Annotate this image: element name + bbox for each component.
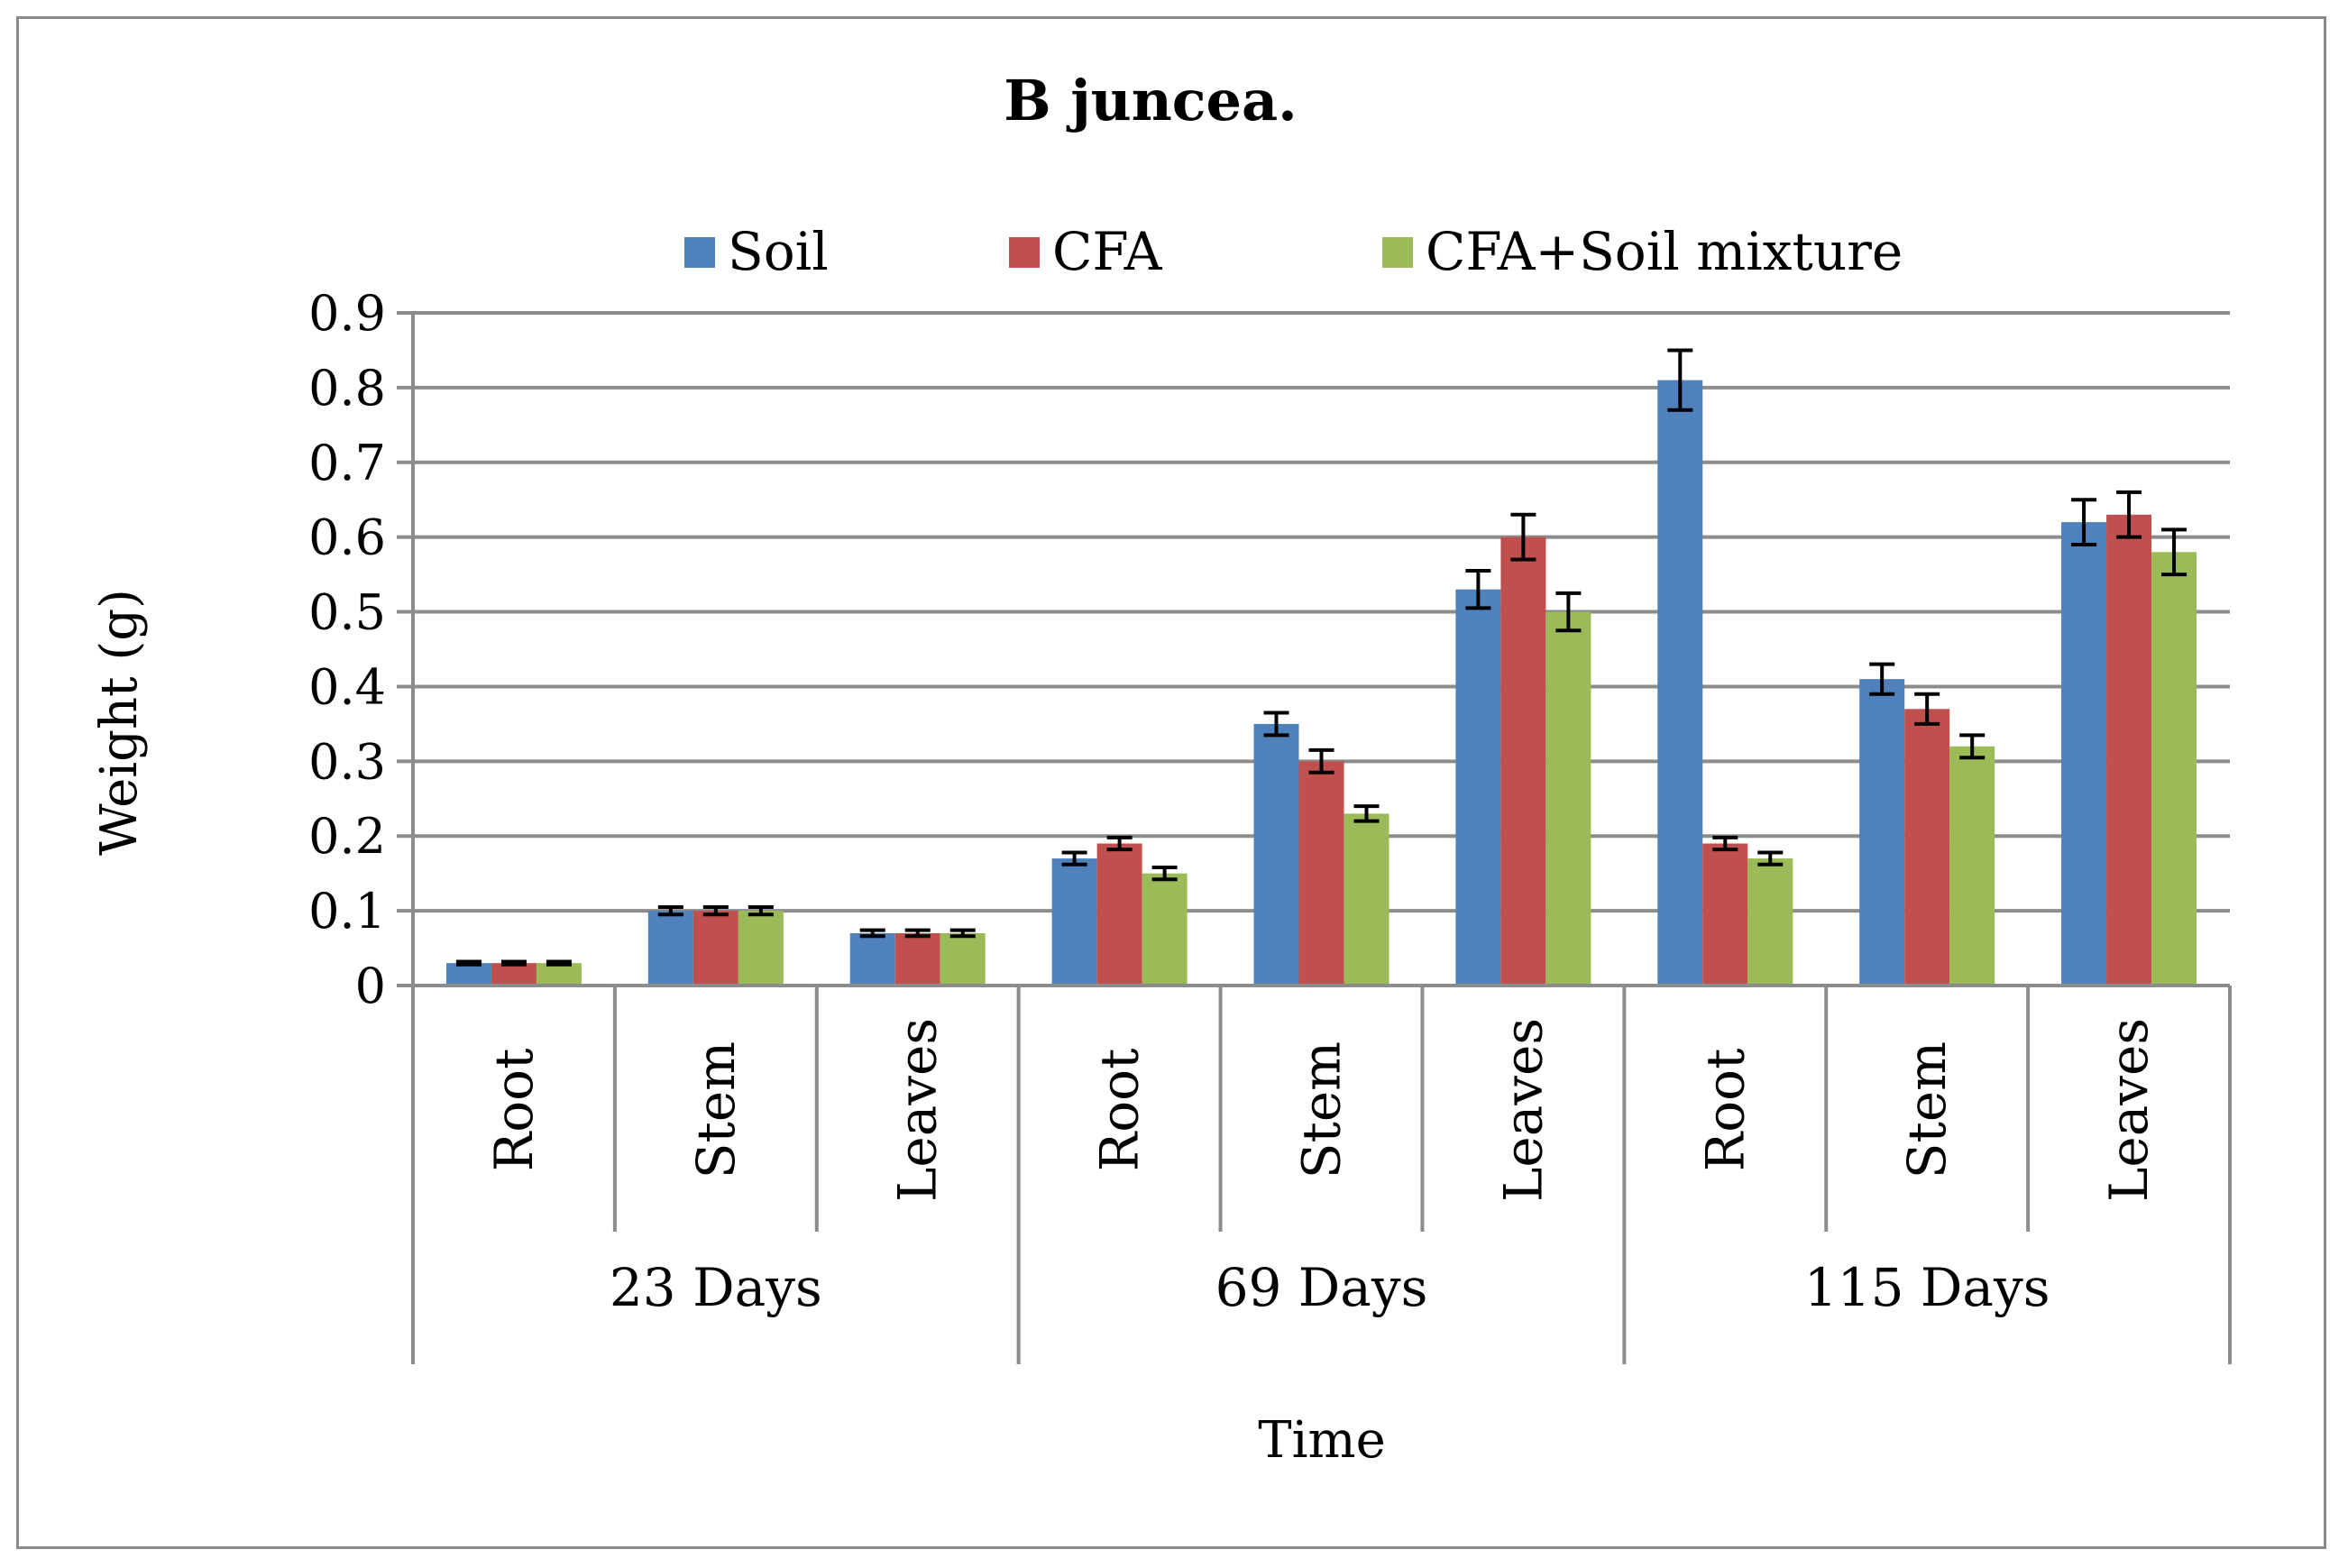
category-label: Root (483, 1049, 545, 1172)
y-tick-label: 0.3 (308, 733, 386, 790)
legend-label-soil: Soil (728, 221, 829, 282)
category-label: Root (1089, 1049, 1151, 1172)
y-tick-label: 0.4 (308, 658, 386, 715)
bar-cfa (1904, 709, 1950, 986)
category-label: Leaves (2098, 1018, 2160, 1202)
bars (445, 380, 2197, 986)
bar-cfa-soil-mixture (1545, 611, 1591, 986)
legend-label-cfa: CFA (1052, 221, 1163, 282)
bar-soil (1455, 589, 1501, 986)
x-axis-title: Time (1258, 1411, 1386, 1470)
legend-label-cfa-soil-mixture: CFA+Soil mixture (1426, 221, 1903, 282)
y-tick-label: 0.7 (308, 435, 386, 491)
bar-chart: B juncea. Soil CFA CFA+Soil mixture 0 0.1 0.… (90, 68, 2232, 1470)
y-tick-label: 0.6 (308, 509, 386, 566)
bar-cfa-soil-mixture (2151, 552, 2197, 986)
bar-soil (2061, 522, 2107, 986)
category-label: Root (1694, 1049, 1756, 1172)
bar-cfa-soil-mixture (1949, 746, 1995, 986)
bar-cfa-soil-mixture (536, 963, 582, 986)
y-axis-title: Weight (g) (90, 589, 149, 856)
error-bars (455, 348, 2187, 967)
bar-cfa (2106, 514, 2152, 986)
y-tick-label: 0.8 (308, 360, 386, 417)
category-label: Leaves (887, 1018, 949, 1202)
bar-soil (849, 932, 895, 986)
y-tick-label: 0 (355, 958, 386, 1014)
bar-cfa-soil-mixture (1747, 858, 1793, 986)
bar-cfa (1298, 761, 1344, 986)
legend-swatch-cfa (1009, 237, 1040, 268)
category-label: Stem (685, 1041, 747, 1178)
gridlines (413, 311, 2230, 913)
y-tick-label: 0.1 (308, 883, 386, 940)
chart-frame: B juncea. Soil CFA CFA+Soil mixture 0 0.1 0.… (16, 16, 2326, 1549)
bar-soil (1657, 380, 1703, 986)
bar-soil (1051, 858, 1097, 986)
y-tick-label: 0.9 (308, 285, 386, 342)
group-label: 23 Days (610, 1257, 822, 1318)
category-label: Stem (1896, 1041, 1958, 1178)
x-axis: Root Stem Leaves Root Stem Leaves Root Stem Leav… (411, 984, 2232, 1364)
bar-cfa (894, 932, 940, 986)
category-label: Stem (1291, 1041, 1353, 1178)
y-axis: 0 0.1 0.2 0.3 0.4 0.5 0.6 0.7 0.8 0.9 (308, 285, 415, 1014)
bar-cfa (491, 963, 537, 986)
legend-swatch-cfa-soil-mixture (1382, 237, 1413, 268)
bar-soil (647, 911, 693, 986)
bar-cfa (1096, 843, 1142, 986)
bar-cfa-soil-mixture (1142, 873, 1188, 986)
legend-swatch-soil (684, 237, 715, 268)
bar-soil (1253, 723, 1299, 986)
y-tick-label: 0.5 (308, 584, 386, 641)
bar-soil (445, 963, 491, 986)
bar-cfa-soil-mixture (940, 932, 986, 986)
category-label: Leaves (1492, 1018, 1554, 1202)
bar-soil (1859, 679, 1905, 986)
bar-cfa (1500, 536, 1546, 986)
bar-cfa (692, 911, 738, 986)
chart-title: B juncea. (1004, 68, 1298, 133)
group-label: 69 Days (1215, 1257, 1428, 1318)
legend: Soil CFA CFA+Soil mixture (684, 221, 1903, 282)
y-tick-label: 0.2 (308, 808, 386, 865)
bar-cfa-soil-mixture (738, 911, 784, 986)
bar-cfa-soil-mixture (1344, 813, 1390, 986)
group-label: 115 Days (1804, 1257, 2050, 1318)
bar-cfa (1702, 843, 1748, 986)
